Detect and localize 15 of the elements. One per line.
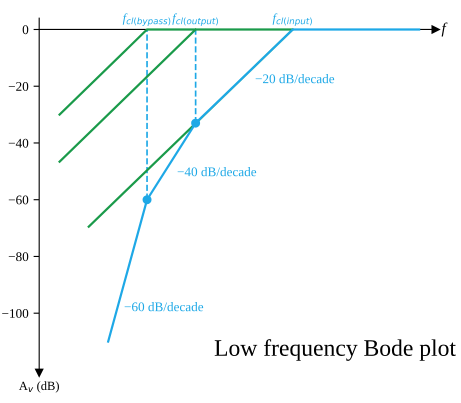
annotation: Low frequency Bode plot (214, 339, 456, 361)
annotation: −20 dB/decade (256, 74, 334, 84)
x-tick-label: f$_{cl(bypass)}$ (122, 13, 170, 26)
x-axis-title: f (442, 22, 448, 36)
y-tick-label: −60 (8, 196, 28, 204)
x-tick-label: f$_{cl(input)}$ (272, 13, 312, 26)
x-tick-label: f$_{cl(output)}$ (172, 13, 218, 26)
y-axis-title: A$_{v}$ (dB) (18, 381, 59, 393)
annotation: −40 dB/decade (178, 167, 256, 176)
y-tick-label: −20 (8, 82, 28, 91)
y-tick-label: −40 (8, 138, 28, 148)
annotation: −60 dB/decade (124, 302, 204, 312)
y-tick-label: 0 (22, 25, 28, 34)
y-tick-label: −80 (8, 252, 28, 262)
y-tick-label: −100 (2, 309, 28, 318)
